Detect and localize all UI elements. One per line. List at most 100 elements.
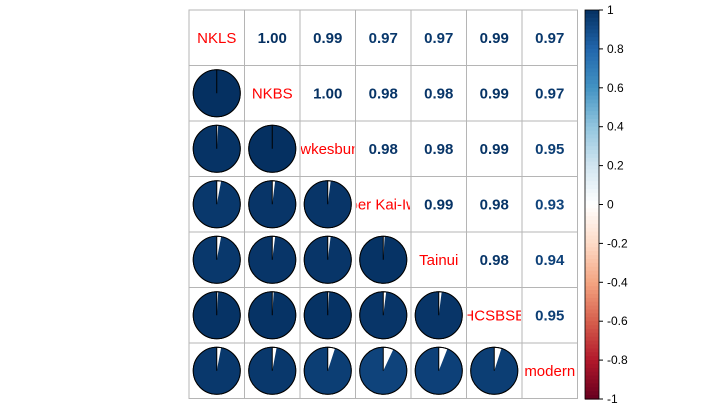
colorbar-tick-label: -0.8 [607,353,628,367]
cell-1-5: 0.99 [466,65,523,122]
colorbar-segment [585,247,599,252]
variable-label: HCSBSB [463,307,525,324]
cell-4-4: Tainui [410,231,467,288]
cell-1-2: 1.00 [299,65,356,122]
coefficient-label: 0.93 [535,196,564,213]
colorbar-segment [585,255,599,260]
cell-1-0 [188,65,245,122]
cell-background [466,9,523,66]
colorbar-segment [585,262,599,268]
cell-4-5: 0.98 [466,231,523,288]
colorbar-segment [585,301,599,307]
colorbar-segment [585,134,599,139]
colorbar-segment [585,204,599,209]
cell-3-3: per Kai-Iw [355,176,412,233]
cell-1-1: NKBS [244,65,301,122]
cell-4-0 [188,231,245,288]
colorbar-segment [585,212,599,217]
colorbar-segment [585,235,599,241]
cell-6-0 [188,342,245,399]
colorbar-segment [585,68,599,73]
colorbar-segment [585,118,599,124]
variable-label: NKBS [252,85,293,102]
cell-0-0: NKLS [188,9,245,66]
colorbar-segment [585,258,599,264]
colorbar-segment [585,115,599,120]
colorbar-segment [585,395,599,400]
colorbar-segment [585,356,599,361]
cell-5-5: HCSBSB [463,287,525,344]
colorbar-segment [585,76,599,81]
cell-3-6: 0.93 [521,176,578,233]
cell-2-6: 0.95 [521,120,578,177]
colorbar-segment [585,161,599,167]
colorbar-segment [585,379,599,385]
colorbar-segment [585,177,599,182]
colorbar-segment [585,87,599,93]
colorbar-segment [585,13,599,19]
colorbar-segment [585,99,599,104]
colorbar-segment [585,45,599,50]
colorbar-segment [585,37,599,42]
colorbar-segment [585,251,599,256]
colorbar-segment [585,173,599,178]
colorbar-segment [585,383,599,388]
colorbar-segment [585,157,599,163]
colorbar-segment [585,231,599,237]
colorbar-segment [585,56,599,62]
coefficient-label: 0.99 [313,30,342,47]
colorbar-segment [585,146,599,151]
colorbar-tick-label: 0.6 [607,81,624,95]
coefficient-label: 0.98 [424,85,453,102]
colorbar-segment [585,165,599,171]
colorbar-segment [585,309,599,315]
colorbar-segment [585,352,599,357]
coefficient-label: 0.98 [480,196,509,213]
cell-background [521,65,578,122]
cell-4-3 [355,231,412,288]
cell-5-1 [244,287,301,344]
cell-background [466,65,523,122]
coefficient-label: 0.97 [369,30,398,47]
cell-5-2 [299,287,356,344]
coefficient-label: 0.98 [480,252,509,269]
colorbar-segment [585,83,599,89]
cell-3-0 [188,176,245,233]
cell-6-3 [355,342,412,399]
coefficient-label: 1.00 [313,85,342,102]
colorbar-segment [585,371,599,377]
colorbar-segment [585,208,599,213]
colorbar-segment [585,130,599,136]
colorbar-segment [585,220,599,225]
cell-background [410,176,467,233]
colorbar-segment [585,95,599,101]
variable-label: ewkesbury [292,141,364,158]
colorbar-tick-label: -1 [607,392,618,406]
cell-1-4: 0.98 [410,65,467,122]
colorbar-segment [585,126,599,132]
colorbar-segment [585,103,599,108]
colorbar-segment [585,325,599,330]
cell-background [244,9,301,66]
colorbar-tick-label: 0.4 [607,120,624,134]
cell-2-5: 0.99 [466,120,523,177]
cell-3-1 [244,176,301,233]
colorbar-segment [585,317,599,322]
coefficient-label: 0.98 [369,141,398,158]
colorbar-segment [585,33,599,38]
colorbar-segment [585,340,599,346]
colorbar-segment [585,48,599,54]
cell-2-0 [188,120,245,177]
coefficient-label: 0.97 [535,30,564,47]
colorbar-segment [585,192,599,198]
colorbar-segment [585,111,599,116]
colorbar-segment [585,336,599,342]
cell-background [410,231,467,288]
cell-background [466,287,523,344]
colorbar-segment [585,332,599,338]
cell-2-2: ewkesbury [292,120,364,177]
colorbar-segment [585,41,599,46]
cell-background [521,287,578,344]
colorbar-segment [585,25,599,31]
colorbar-segment [585,313,599,318]
